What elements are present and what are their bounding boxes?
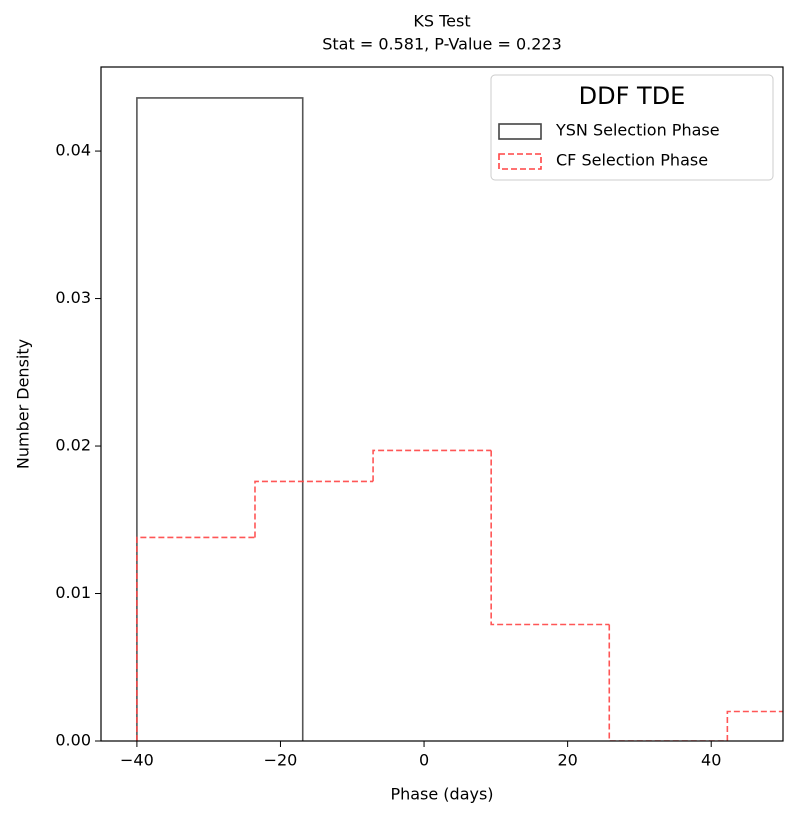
legend-label: YSN Selection Phase	[555, 121, 720, 140]
x-tick-label: −20	[264, 751, 298, 770]
legend-swatch	[498, 153, 542, 170]
y-tick-label: 0.04	[55, 141, 91, 160]
y-tick-label: 0.00	[55, 731, 91, 750]
histogram-step	[372, 449, 492, 482]
histogram-step	[726, 710, 783, 741]
legend-box	[490, 74, 774, 181]
y-axis-label: Number Density	[14, 339, 33, 469]
histogram-step	[490, 450, 610, 626]
legend-title: DDF TDE	[579, 82, 686, 110]
legend-swatch	[498, 123, 542, 140]
legend-label: CF Selection Phase	[556, 151, 708, 170]
x-axis-label: Phase (days)	[390, 785, 493, 804]
y-tick-label: 0.03	[55, 288, 91, 307]
chart-title: KS Test	[413, 12, 470, 31]
histogram-step	[608, 624, 728, 741]
histogram-step	[136, 536, 255, 741]
x-tick-label: 0	[419, 751, 429, 770]
histogram-step	[136, 97, 304, 741]
y-tick-label: 0.02	[55, 436, 91, 455]
x-tick-label: 20	[557, 751, 577, 770]
x-tick-label: 40	[701, 751, 721, 770]
x-tick-label: −40	[120, 751, 154, 770]
chart-subtitle: Stat = 0.581, P-Value = 0.223	[322, 35, 562, 54]
axes-frame	[100, 66, 784, 742]
histogram-step	[254, 480, 374, 538]
y-tick-label: 0.01	[55, 583, 91, 602]
plot-area	[136, 97, 783, 741]
